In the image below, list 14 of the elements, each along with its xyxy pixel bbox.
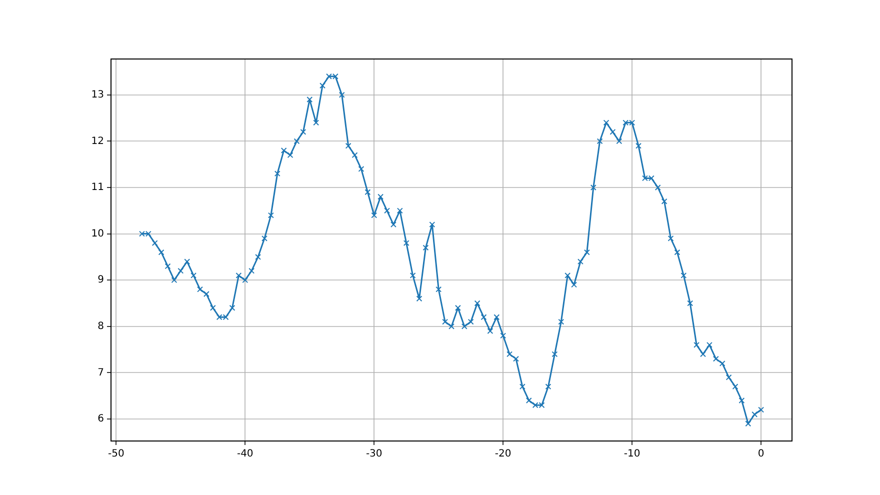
x-tick-label: -10 [624, 448, 640, 460]
y-tick-label: 8 [98, 320, 104, 332]
x-tick-label: -40 [236, 448, 254, 460]
y-tick-label: 9 [98, 274, 104, 286]
y-tick-label: 6 [98, 414, 104, 425]
x-tick-label: -30 [366, 448, 382, 460]
x-tick-label: -50 [108, 448, 124, 460]
y-tick-label: 10 [91, 228, 104, 240]
y-tick-label: 12 [91, 136, 104, 147]
y-tick-label: 11 [91, 182, 104, 194]
y-tick-label: 13 [91, 89, 104, 100]
y-tick-label: 7 [98, 367, 104, 378]
x-tick-label: -20 [494, 448, 512, 460]
x-tick-label: 0 [758, 448, 764, 460]
